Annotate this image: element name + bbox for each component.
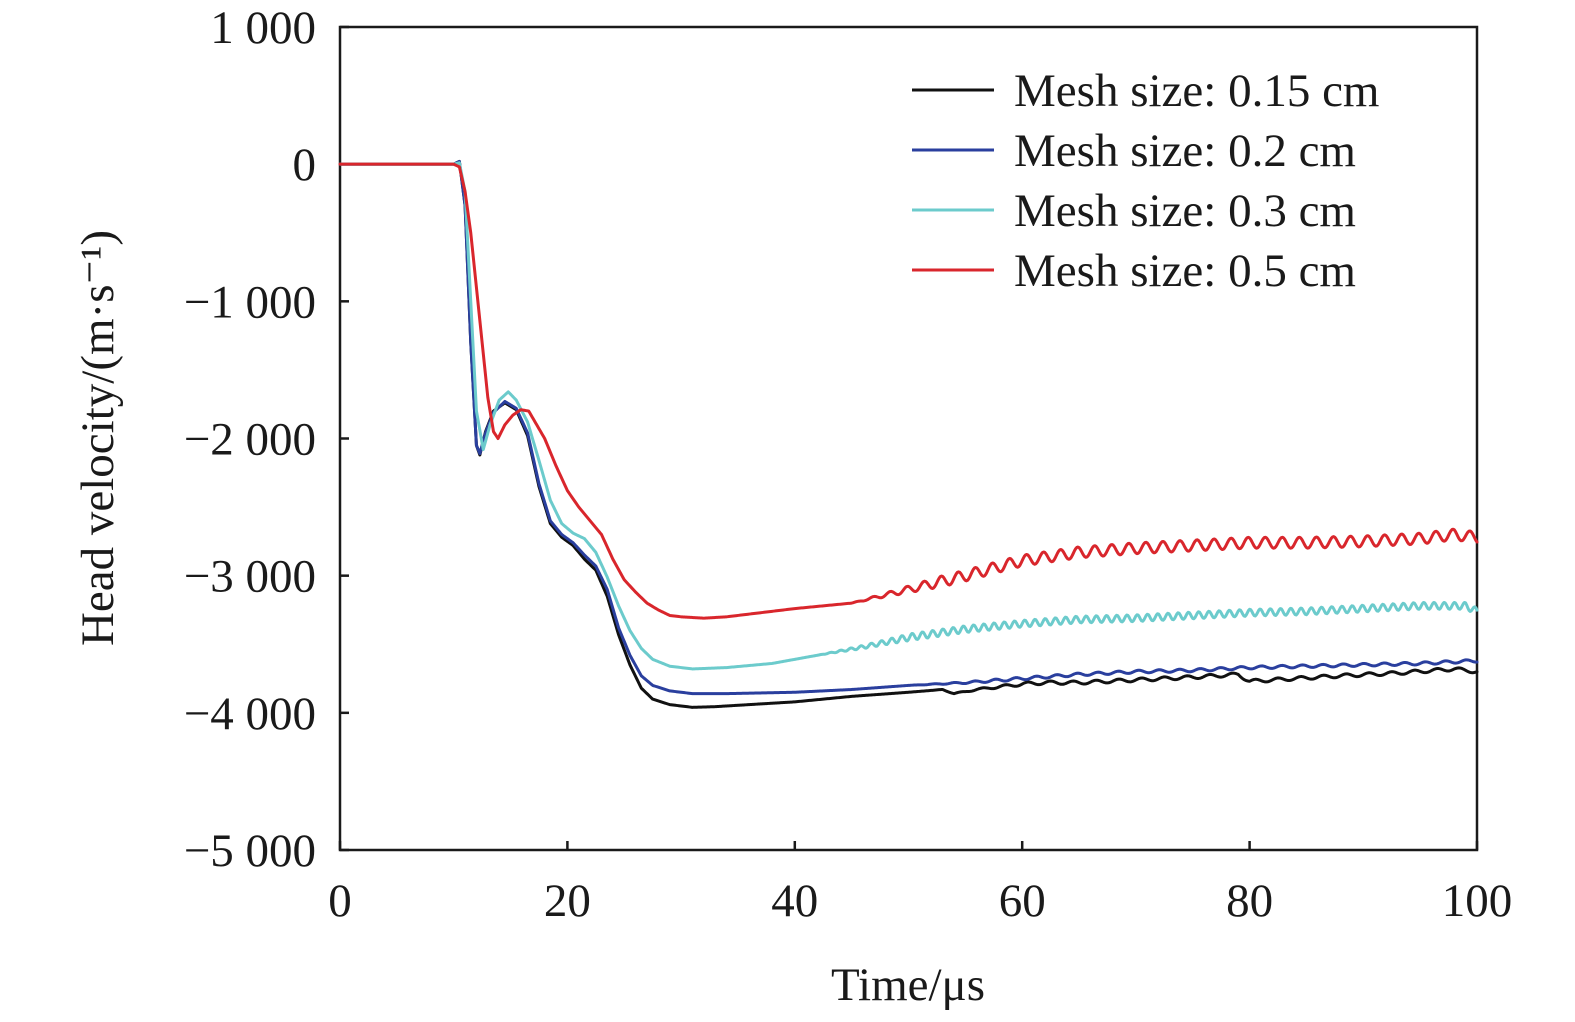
series-layer bbox=[338, 159, 1479, 709]
x-tick-label-5: 100 bbox=[1442, 875, 1513, 927]
x-tick-label-2: 40 bbox=[771, 875, 818, 927]
series-line-0 bbox=[338, 159, 1479, 709]
y-tick-label-6: −5 000 bbox=[184, 825, 316, 877]
x-tick-label-1: 20 bbox=[544, 875, 591, 927]
legend-label-0: Mesh size: 0.15 cm bbox=[1014, 65, 1380, 117]
x-tick-label-3: 60 bbox=[999, 875, 1046, 927]
x-axis-ticks: 0 20 40 60 80 100 bbox=[328, 841, 1512, 927]
series-line-2 bbox=[338, 161, 1479, 671]
y-tick-label-4: −3 000 bbox=[184, 551, 316, 603]
y-axis-ticks: 1 000 0 −1 000 −2 000 −3 000 −4 000 −5 000 bbox=[184, 2, 349, 877]
x-tick-label-4: 80 bbox=[1226, 875, 1273, 927]
legend-label-2: Mesh size: 0.3 cm bbox=[1014, 185, 1356, 237]
x-axis-title: Time/μs bbox=[831, 959, 985, 1011]
y-tick-label-3: −2 000 bbox=[184, 414, 316, 466]
y-tick-label-2: −1 000 bbox=[184, 276, 316, 328]
y-tick-label-0: 1 000 bbox=[210, 2, 316, 54]
y-tick-label-1: 0 bbox=[293, 139, 317, 191]
series-line-3 bbox=[338, 162, 1479, 620]
y-axis-title: Head velocity/(m·s⁻¹) bbox=[72, 230, 124, 646]
legend: Mesh size: 0.15 cm Mesh size: 0.2 cm Mes… bbox=[912, 65, 1380, 297]
series-line-1 bbox=[338, 159, 1479, 696]
legend-label-3: Mesh size: 0.5 cm bbox=[1014, 245, 1356, 297]
y-tick-label-5: −4 000 bbox=[184, 688, 316, 740]
x-tick-label-0: 0 bbox=[328, 875, 352, 927]
legend-label-1: Mesh size: 0.2 cm bbox=[1014, 125, 1356, 177]
